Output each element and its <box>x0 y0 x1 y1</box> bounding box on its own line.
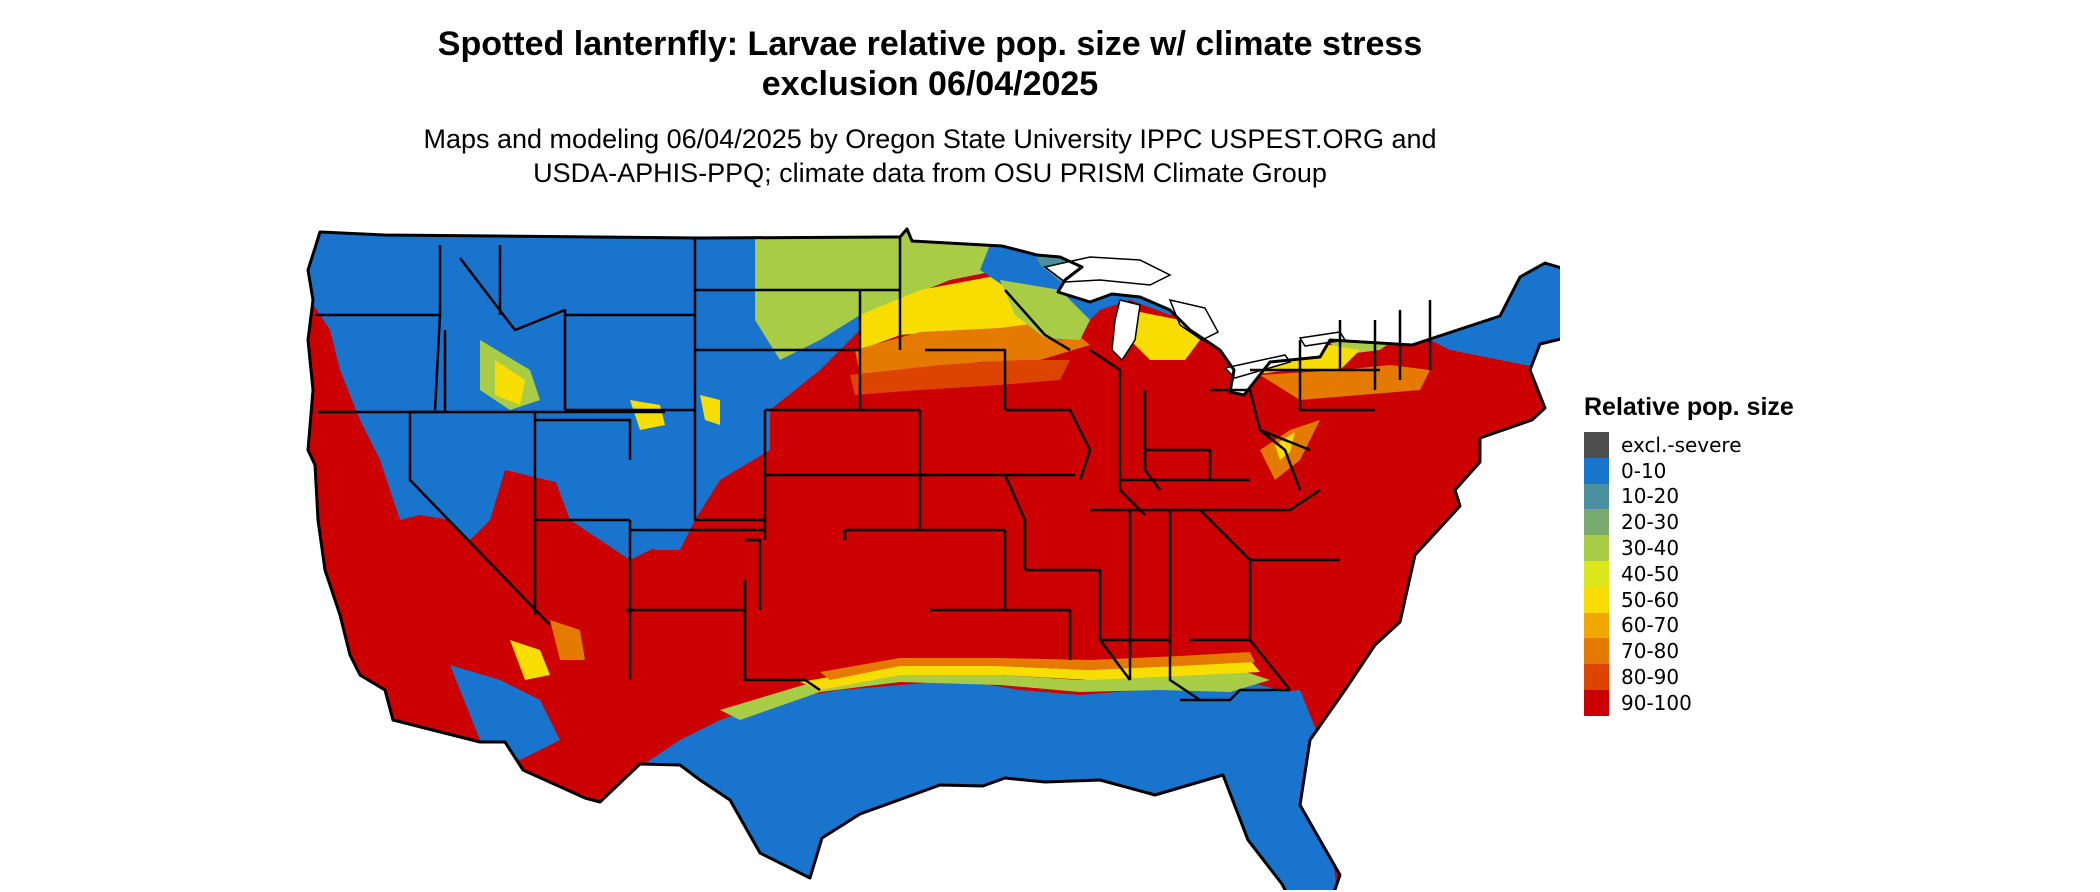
map-subtitle-line-1: Maps and modeling 06/04/2025 by Oregon S… <box>423 124 1437 154</box>
legend-item-50-60: 50-60 <box>1584 586 1794 613</box>
legend-items: excl.-severe 0-10 10-20 20-30 30-40 40-5… <box>1584 432 1794 716</box>
legend-swatch <box>1584 612 1609 639</box>
map-title: Spotted lanternfly: Larvae relative pop.… <box>0 24 1860 104</box>
legend-swatch <box>1584 689 1609 716</box>
legend-swatch <box>1584 483 1609 510</box>
zone-greatlakes-30-40 <box>1000 280 1090 340</box>
zone-desert-yellow <box>510 640 550 680</box>
legend-label: 60-70 <box>1621 613 1680 638</box>
map-title-line-2: exclusion 06/04/2025 <box>761 65 1099 103</box>
legend-swatch <box>1584 664 1609 690</box>
legend-label: excl.-severe <box>1621 432 1742 457</box>
great-lakes <box>1043 256 1347 379</box>
legend-item-70-80: 70-80 <box>1584 638 1794 665</box>
legend-label: 40-50 <box>1621 561 1680 586</box>
zone-southwest-50-60 <box>495 360 525 405</box>
legend-label: 0-10 <box>1621 458 1667 483</box>
zone-desert-orange <box>550 620 585 660</box>
zone-gulf-70-80 <box>820 652 1255 680</box>
zone-rockies-yellow <box>630 400 665 430</box>
zone-appalachia-50-60 <box>1275 432 1295 460</box>
state-boundaries <box>315 238 1432 702</box>
legend-item-20-30: 20-30 <box>1584 509 1794 536</box>
legend-item-40-50: 40-50 <box>1584 560 1794 587</box>
legend-swatch <box>1584 535 1609 561</box>
zone-desert-0-10 <box>450 665 560 760</box>
legend-swatch <box>1584 638 1609 665</box>
zone-northeast-70-80 <box>1260 365 1430 400</box>
legend-swatch <box>1584 560 1609 587</box>
legend-item-10-20: 10-20 <box>1584 483 1794 510</box>
legend-swatch <box>1584 586 1609 613</box>
zone-plains-80-90 <box>850 360 1070 395</box>
zone-plains-70-80 <box>855 320 1090 375</box>
legend-title: Relative pop. size <box>1584 393 1794 421</box>
map-subtitle-line-2: USDA-APHIS-PPQ; climate data from OSU PR… <box>533 158 1327 188</box>
map-subtitle: Maps and modeling 06/04/2025 by Oregon S… <box>0 122 1860 190</box>
map-legend: Relative pop. size excl.-severe 0-10 10-… <box>1584 393 1794 716</box>
zone-rockies-0-10 <box>600 360 760 480</box>
lake-michigan <box>1111 299 1141 362</box>
legend-swatch <box>1584 509 1609 536</box>
lake-huron <box>1168 298 1220 341</box>
legend-label: 10-20 <box>1621 484 1680 509</box>
legend-item-90-100: 90-100 <box>1584 689 1794 716</box>
legend-label: 80-90 <box>1621 665 1680 690</box>
legend-label: 70-80 <box>1621 639 1680 664</box>
us-map-svg <box>306 227 1560 890</box>
legend-item-60-70: 60-70 <box>1584 612 1794 639</box>
legend-label: 20-30 <box>1621 510 1680 535</box>
map-title-line-1: Spotted lanternfly: Larvae relative pop.… <box>437 25 1423 63</box>
legend-item-30-40: 30-40 <box>1584 535 1794 561</box>
legend-swatch <box>1584 457 1609 484</box>
zone-rockies-yellow-2 <box>700 395 720 425</box>
us-map <box>300 220 1560 890</box>
legend-item-0-10: 0-10 <box>1584 457 1794 484</box>
legend-label: 50-60 <box>1621 587 1680 612</box>
legend-item-excl-severe: excl.-severe <box>1584 432 1794 458</box>
legend-label: 90-100 <box>1621 690 1692 715</box>
legend-label: 30-40 <box>1621 536 1680 561</box>
legend-swatch <box>1584 432 1609 458</box>
legend-item-80-90: 80-90 <box>1584 664 1794 690</box>
